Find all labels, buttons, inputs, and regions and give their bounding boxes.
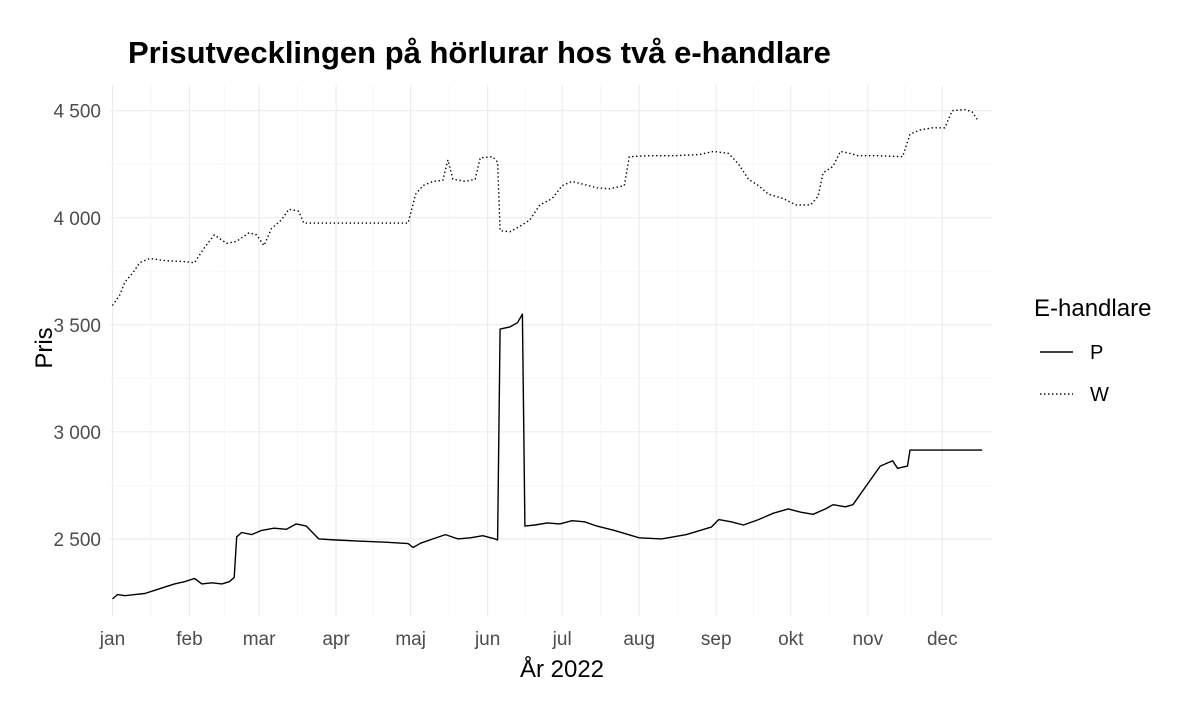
major-gridlines bbox=[110, 85, 992, 616]
chart-title: Prisutvecklingen på hörlurar hos två e-h… bbox=[128, 35, 831, 70]
x-tick-label-feb: feb bbox=[176, 629, 202, 650]
y-tick-label-2500: 2 500 bbox=[53, 530, 101, 551]
x-tick-label-mar: mar bbox=[243, 629, 276, 650]
minor-gridlines bbox=[110, 85, 992, 616]
y-tick-label-4000: 4 000 bbox=[53, 209, 101, 230]
x-tick-label-jul: jul bbox=[552, 629, 572, 650]
x-tick-label-aug: aug bbox=[623, 629, 655, 650]
legend: E-handlare P W bbox=[1034, 295, 1151, 406]
x-axis-tick-labels: jan feb mar apr maj jun jul aug sep okt nov dec bbox=[99, 629, 958, 650]
x-tick-label-dec: dec bbox=[927, 629, 958, 650]
y-tick-label-3000: 3 000 bbox=[53, 423, 101, 444]
x-tick-label-jan: jan bbox=[99, 629, 125, 650]
legend-title: E-handlare bbox=[1034, 295, 1151, 322]
x-tick-label-nov: nov bbox=[852, 629, 883, 650]
series-lines bbox=[111, 108, 983, 600]
series-line-p bbox=[112, 313, 983, 600]
y-tick-label-3500: 3 500 bbox=[53, 316, 101, 337]
x-tick-label-okt: okt bbox=[778, 629, 804, 650]
x-tick-label-apr: apr bbox=[322, 629, 350, 650]
y-axis-tick-labels: 2 500 3 000 3 500 4 000 4 500 bbox=[53, 102, 101, 551]
legend-label-w: W bbox=[1090, 384, 1109, 406]
x-tick-label-maj: maj bbox=[395, 629, 426, 650]
x-tick-label-sep: sep bbox=[701, 629, 732, 650]
y-tick-label-4500: 4 500 bbox=[53, 102, 101, 123]
legend-label-p: P bbox=[1090, 342, 1103, 364]
x-tick-label-jun: jun bbox=[474, 629, 500, 650]
x-axis-title: År 2022 bbox=[520, 655, 604, 683]
y-axis-title: Pris bbox=[31, 327, 58, 368]
